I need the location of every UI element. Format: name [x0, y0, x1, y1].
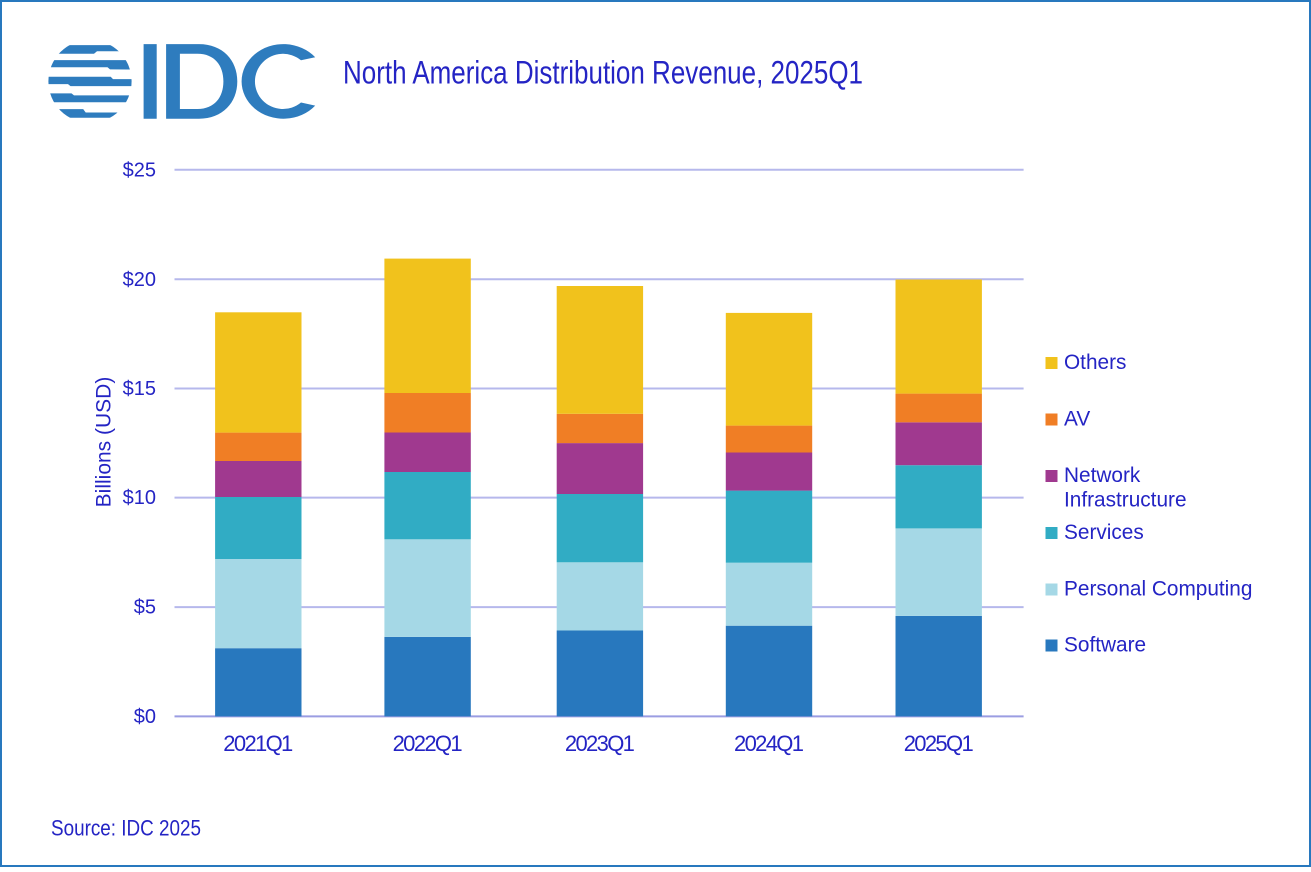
svg-text:2021Q1: 2021Q1	[223, 731, 293, 756]
svg-text:Services: Services	[1064, 521, 1144, 544]
svg-text:North America Distribution Rev: North America Distribution Revenue, 2025…	[343, 55, 863, 91]
svg-text:2023Q1: 2023Q1	[565, 731, 635, 756]
svg-text:AV: AV	[1064, 408, 1090, 431]
svg-text:2022Q1: 2022Q1	[393, 731, 463, 756]
svg-text:$0: $0	[134, 706, 156, 728]
svg-text:$5: $5	[134, 597, 156, 619]
svg-text:2025Q1: 2025Q1	[904, 731, 974, 756]
svg-text:Infrastructure: Infrastructure	[1064, 489, 1187, 512]
svg-text:Personal Computing: Personal Computing	[1064, 578, 1252, 601]
svg-text:$20: $20	[123, 269, 156, 291]
svg-text:$15: $15	[123, 378, 156, 400]
svg-text:Source: IDC 2025: Source: IDC 2025	[51, 816, 201, 841]
svg-text:$10: $10	[123, 487, 156, 509]
svg-text:Network: Network	[1064, 464, 1141, 487]
svg-text:2024Q1: 2024Q1	[734, 731, 804, 756]
svg-text:$25: $25	[123, 159, 156, 181]
svg-text:Billions (USD): Billions (USD)	[93, 377, 116, 508]
svg-text:Others: Others	[1064, 351, 1126, 374]
svg-text:Software: Software	[1064, 634, 1146, 657]
